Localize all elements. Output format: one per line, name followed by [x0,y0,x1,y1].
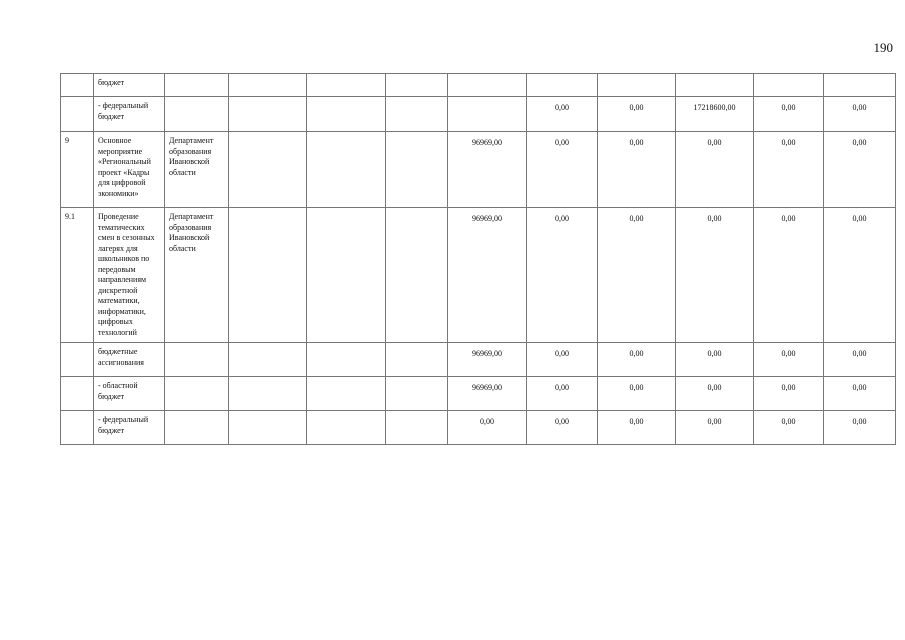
row-number-cell [60,96,94,132]
value-cell [228,207,307,343]
value-cell: 0,00 [753,207,824,343]
value-cell: 0,00 [823,131,896,208]
executor-cell [164,376,229,411]
value-cell [228,342,307,377]
executor-cell: Департамент образования Ивановской облас… [164,207,229,343]
value-cell [753,73,824,97]
value-cell [385,376,448,411]
value-cell [228,96,307,132]
executor-cell [164,96,229,132]
value-cell: 0,00 [823,376,896,411]
item-name-cell: бюджет [93,73,165,97]
value-cell: 0,00 [675,207,754,343]
value-cell [228,410,307,445]
value-cell: 96969,00 [447,207,527,343]
value-cell: 0,00 [597,131,676,208]
item-name-cell: - федеральный бюджет [93,410,165,445]
value-cell: 0,00 [753,96,824,132]
value-cell [675,73,754,97]
table-row: - федеральный бюджет 0,00 0,00 17218600,00 0… [60,96,896,132]
executor-cell [164,342,229,377]
value-cell [306,376,386,411]
value-cell [447,96,527,132]
value-cell: 0,00 [753,376,824,411]
value-cell: 0,00 [526,376,598,411]
value-cell: 0,00 [675,376,754,411]
value-cell: 17218600,00 [675,96,754,132]
table-row: бюджетные ассигнования 96969,00 0,00 0,00 0,… [60,342,896,377]
table-row: 9 Основное мероприятие «Региональный прое… [60,131,896,208]
table-row: бюджет [60,73,896,97]
value-cell: 0,00 [526,131,598,208]
value-cell: 0,00 [597,207,676,343]
value-cell: 0,00 [526,96,598,132]
item-name-cell: - областной бюджет [93,376,165,411]
value-cell [306,73,386,97]
row-number-cell: 9 [60,131,94,208]
table-row: - федеральный бюджет 0,00 0,00 0,00 0,00 0,00… [60,410,896,445]
value-cell: 0,00 [675,410,754,445]
item-name-cell: Проведение тематических смен в сезонных … [93,207,165,343]
value-cell [823,73,896,97]
value-cell: 0,00 [823,207,896,343]
value-cell [385,207,448,343]
value-cell [447,73,527,97]
value-cell: 0,00 [753,342,824,377]
value-cell: 96969,00 [447,131,527,208]
value-cell [385,342,448,377]
value-cell: 0,00 [447,410,527,445]
value-cell [385,131,448,208]
value-cell [385,410,448,445]
value-cell: 0,00 [675,342,754,377]
item-name-cell: - федеральный бюджет [93,96,165,132]
value-cell: 0,00 [823,96,896,132]
value-cell: 0,00 [753,410,824,445]
value-cell: 0,00 [823,342,896,377]
row-number-cell [60,410,94,445]
value-cell: 0,00 [597,376,676,411]
executor-cell [164,410,229,445]
value-cell [306,207,386,343]
row-number-cell: 9.1 [60,207,94,343]
value-cell: 0,00 [597,342,676,377]
value-cell: 0,00 [823,410,896,445]
value-cell [385,73,448,97]
value-cell: 0,00 [753,131,824,208]
item-name-cell: Основное мероприятие «Региональный проек… [93,131,165,208]
value-cell: 0,00 [526,207,598,343]
row-number-cell [60,376,94,411]
value-cell [228,131,307,208]
table-row: 9.1 Проведение тематических смен в сезонн… [60,207,896,343]
item-name-cell: бюджетные ассигнования [93,342,165,377]
value-cell: 0,00 [526,342,598,377]
value-cell [228,73,307,97]
value-cell: 0,00 [597,96,676,132]
table-row: - областной бюджет 96969,00 0,00 0,00 0,00 0,… [60,376,896,411]
value-cell [597,73,676,97]
value-cell: 96969,00 [447,376,527,411]
value-cell: 96969,00 [447,342,527,377]
value-cell [228,376,307,411]
value-cell [526,73,598,97]
budget-table: бюджет - федеральный бюджет 0,00 0,00 172186… [60,73,896,445]
row-number-cell [60,73,94,97]
value-cell: 0,00 [597,410,676,445]
value-cell: 0,00 [675,131,754,208]
executor-cell [164,73,229,97]
value-cell [306,96,386,132]
value-cell [306,410,386,445]
value-cell [306,131,386,208]
executor-cell: Департамент образования Ивановской облас… [164,131,229,208]
value-cell [306,342,386,377]
value-cell [385,96,448,132]
value-cell: 0,00 [526,410,598,445]
page-number: 190 [873,40,894,55]
row-number-cell [60,342,94,377]
